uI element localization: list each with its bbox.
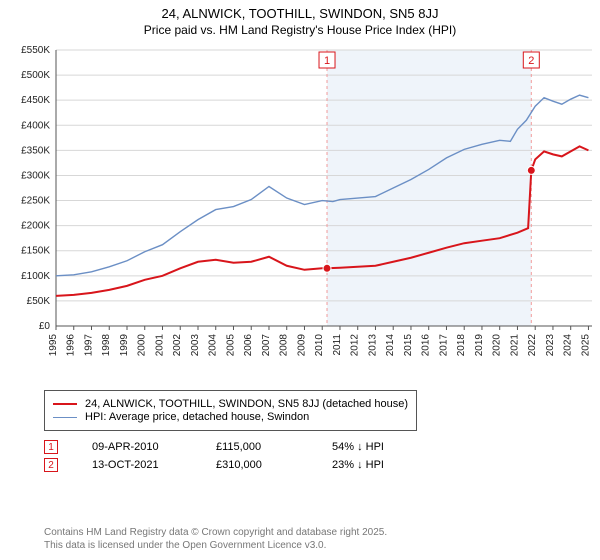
svg-text:£50K: £50K	[27, 296, 51, 307]
svg-text:£500K: £500K	[21, 70, 50, 81]
svg-text:2017: 2017	[438, 334, 449, 357]
svg-text:1995: 1995	[48, 334, 59, 357]
svg-text:2000: 2000	[137, 334, 148, 357]
svg-text:2011: 2011	[332, 334, 343, 356]
svg-text:2016: 2016	[421, 334, 432, 357]
page-title: 24, ALNWICK, TOOTHILL, SWINDON, SN5 8JJ	[0, 0, 600, 21]
legend-item: HPI: Average price, detached house, Swin…	[53, 411, 408, 423]
legend-swatch	[53, 403, 77, 405]
svg-text:1998: 1998	[101, 334, 112, 357]
disclaimer: Contains HM Land Registry data © Crown c…	[44, 527, 387, 552]
price-chart: £0 £50K £100K £150K £200K £250K £300K £350K £400…	[0, 44, 600, 384]
legend-label: 24, ALNWICK, TOOTHILL, SWINDON, SN5 8JJ …	[85, 398, 408, 410]
svg-text:£200K: £200K	[21, 221, 50, 232]
sale-price: £310,000	[216, 459, 298, 471]
legend-item: 24, ALNWICK, TOOTHILL, SWINDON, SN5 8JJ …	[53, 398, 408, 410]
svg-text:£0: £0	[39, 321, 51, 332]
disclaimer-line: Contains HM Land Registry data © Crown c…	[44, 527, 387, 540]
svg-text:2024: 2024	[563, 334, 574, 357]
page-subtitle: Price paid vs. HM Land Registry's House …	[0, 21, 600, 37]
svg-text:2018: 2018	[456, 334, 467, 357]
svg-text:2019: 2019	[474, 334, 485, 357]
svg-text:1999: 1999	[119, 334, 130, 357]
sales-table: 1 09-APR-2010 £115,000 54% ↓ HPI 2 13-OCT-202…	[44, 436, 432, 476]
svg-text:2020: 2020	[492, 334, 503, 357]
svg-text:2013: 2013	[367, 334, 378, 357]
svg-text:£350K: £350K	[21, 145, 50, 156]
svg-text:2023: 2023	[545, 334, 556, 357]
svg-text:2007: 2007	[261, 334, 272, 357]
svg-text:2008: 2008	[279, 334, 290, 357]
sale-date: 09-APR-2010	[92, 441, 182, 453]
sale-marker: 2	[44, 458, 58, 472]
svg-text:2004: 2004	[208, 334, 219, 357]
svg-text:2003: 2003	[190, 334, 201, 357]
sale-price: £115,000	[216, 441, 298, 453]
svg-text:2012: 2012	[350, 334, 361, 357]
svg-text:£100K: £100K	[21, 271, 50, 282]
svg-text:2: 2	[528, 55, 534, 67]
legend-label: HPI: Average price, detached house, Swin…	[85, 411, 309, 423]
legend: 24, ALNWICK, TOOTHILL, SWINDON, SN5 8JJ …	[44, 390, 417, 431]
sale-hpi: 23% ↓ HPI	[332, 459, 432, 471]
svg-text:2006: 2006	[243, 334, 254, 357]
svg-text:1997: 1997	[83, 334, 94, 357]
svg-text:2022: 2022	[527, 334, 538, 357]
svg-text:2015: 2015	[403, 334, 414, 357]
disclaimer-line: This data is licensed under the Open Gov…	[44, 540, 387, 553]
svg-text:1996: 1996	[66, 334, 77, 357]
sale-hpi: 54% ↓ HPI	[332, 441, 432, 453]
svg-text:2025: 2025	[580, 334, 591, 357]
legend-swatch	[53, 417, 77, 418]
svg-text:2010: 2010	[314, 334, 325, 357]
sale-row: 1 09-APR-2010 £115,000 54% ↓ HPI	[44, 440, 432, 454]
svg-text:£400K: £400K	[21, 120, 50, 131]
svg-text:2014: 2014	[385, 334, 396, 357]
svg-text:2009: 2009	[296, 334, 307, 357]
sale-date: 13-OCT-2021	[92, 459, 182, 471]
svg-text:1: 1	[324, 55, 330, 67]
svg-text:£150K: £150K	[21, 246, 50, 257]
svg-text:2005: 2005	[225, 334, 236, 357]
svg-text:£300K: £300K	[21, 170, 50, 181]
svg-text:£250K: £250K	[21, 196, 50, 207]
svg-text:2001: 2001	[154, 334, 165, 357]
sale-row: 2 13-OCT-2021 £310,000 23% ↓ HPI	[44, 458, 432, 472]
svg-text:£550K: £550K	[21, 45, 50, 56]
svg-text:2002: 2002	[172, 334, 183, 357]
svg-text:£450K: £450K	[21, 95, 50, 106]
sale-marker: 1	[44, 440, 58, 454]
svg-text:2021: 2021	[509, 334, 520, 357]
